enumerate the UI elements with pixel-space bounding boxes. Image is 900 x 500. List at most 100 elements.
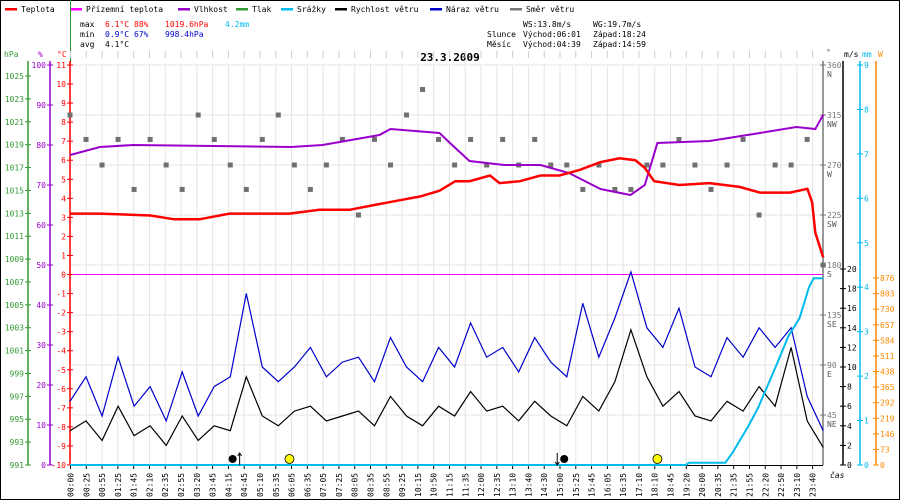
x-tick-label: 01:45	[130, 473, 139, 497]
pressure-unit: hPa	[4, 50, 19, 59]
solar-tick-label: 730	[880, 305, 895, 314]
wind-direction-point	[724, 162, 730, 168]
rain-tick-label: 6	[864, 194, 869, 203]
humidity-tick-label: 50	[36, 261, 46, 270]
x-tick-label: 18:45	[667, 473, 676, 497]
x-tick-label: 12:35	[493, 473, 502, 497]
legend-swatch	[335, 8, 347, 11]
rain-line	[70, 277, 824, 466]
direction-tick-label: 45	[827, 411, 837, 420]
solar-tick-label: 584	[880, 336, 895, 345]
wind-gust-line	[69, 269, 824, 431]
x-tick-label: 11:15	[445, 473, 454, 497]
wind-direction-point	[484, 162, 490, 168]
wind-direction-point	[179, 186, 185, 192]
wind-direction-point	[452, 162, 458, 168]
sunset-icon	[652, 454, 663, 464]
wind-direction-point	[676, 136, 682, 142]
direction-compass-label: N	[827, 70, 832, 79]
solar-tick-label: 146	[880, 430, 895, 439]
solar-tick-label: 292	[880, 399, 895, 408]
humidity-tick-label: 10	[36, 421, 46, 430]
wind-direction-point	[644, 162, 650, 168]
wind-direction-point	[740, 136, 746, 142]
wind-direction-point	[564, 162, 570, 168]
series	[67, 86, 826, 466]
wind-tick-label: 4	[847, 422, 852, 431]
temperature-tick-label: 10	[56, 80, 66, 89]
solar-tick-label: 73	[880, 445, 890, 454]
x-tick-label: 22:20	[761, 473, 770, 497]
x-tick-label: 02:55	[177, 473, 186, 497]
solar-tick-label: 365	[880, 383, 895, 392]
pressure-tick-label: 991	[10, 461, 25, 470]
temperature-tick-label: 6	[61, 156, 66, 165]
stats-ws: WS:13.8m/s	[523, 20, 571, 29]
wind-direction-point	[323, 162, 329, 168]
solar-tick-label: 876	[880, 274, 895, 283]
x-tick-label: 09:25	[398, 473, 407, 497]
x-tick-label: 15:45	[588, 473, 597, 497]
sunrise-icon	[284, 454, 295, 464]
grid: 00:00 00:25 00:55 01:25 01:45 02:10 02:35 02:55…	[67, 51, 823, 497]
temperature-unit: °C	[57, 50, 67, 59]
direction-tick-label: 90	[827, 361, 837, 370]
wind-tick-label: 6	[847, 402, 852, 411]
x-tick-label: 18:10	[651, 473, 660, 497]
legend-label: Přízemní teplota	[86, 5, 163, 14]
temperature-tick-label: -10	[52, 461, 67, 470]
x-tick-label: 08:35	[367, 473, 376, 497]
moonrise-arrow-icon	[237, 452, 243, 465]
wind-direction-point	[596, 162, 602, 168]
legend-swatch	[5, 8, 17, 11]
legend-swatch	[70, 8, 82, 11]
wind-direction-point	[404, 112, 410, 118]
wind-tick-label: 10	[847, 363, 857, 372]
wind-direction-point	[820, 262, 826, 268]
wind-direction-point	[115, 136, 121, 142]
wind-direction-point	[660, 162, 666, 168]
temperature-tick-label: 8	[61, 118, 66, 127]
legend-label: Vlhkost	[194, 5, 228, 14]
temperature-tick-label: 4	[61, 194, 66, 203]
pressure-tick-label: 993	[10, 438, 25, 447]
x-tick-label: 14:30	[540, 473, 549, 497]
stats-min-press: 998.4hPa	[165, 30, 204, 39]
temperature-tick-label: 3	[61, 213, 66, 222]
x-tick-label: 11:35	[461, 473, 470, 497]
wind-tick-label: 0	[847, 461, 852, 470]
wind-tick-label: 20	[847, 265, 857, 274]
rain-tick-label: 3	[864, 328, 869, 337]
temperature-tick-label: -4	[56, 347, 66, 356]
x-tick-label: 00:00	[67, 473, 76, 497]
temperature-tick-label: -7	[56, 404, 66, 413]
direction-compass-label: W	[827, 170, 832, 179]
x-tick-label: 03:20	[193, 473, 202, 497]
direction-tick-label: 360	[827, 61, 842, 70]
wind-direction-point	[339, 136, 345, 142]
wind-direction-point	[195, 112, 201, 118]
moonset-icon	[560, 455, 569, 463]
x-tick-label: 08:55	[382, 473, 391, 497]
temperature-tick-label: -3	[56, 328, 66, 337]
pressure-tick-label: 1013	[5, 209, 24, 218]
pressure-tick-label: 1003	[5, 324, 24, 333]
x-tick-label: 00:55	[98, 473, 107, 497]
direction-compass-label: S	[827, 270, 832, 279]
legend-label: Směr větru	[526, 5, 574, 14]
x-tick-label: 15:25	[572, 473, 581, 497]
temperature-tick-label: -1	[56, 290, 66, 299]
humidity-line	[69, 114, 825, 197]
stats-avg-temp: 4.1°C	[105, 40, 129, 49]
sun-set: Západ:18:24	[593, 30, 646, 39]
legend-swatch	[236, 8, 248, 11]
wind-direction-point	[371, 136, 377, 142]
direction-compass-label: NE	[827, 420, 837, 429]
rain-tick-label: 4	[864, 283, 869, 292]
x-tick-label: 20:00	[698, 473, 707, 497]
x-tick-label: 20:35	[714, 473, 723, 497]
rain-tick-label: 7	[864, 150, 869, 159]
legend-swatch	[510, 8, 522, 11]
moon-set: Západ:14:59	[593, 40, 646, 49]
